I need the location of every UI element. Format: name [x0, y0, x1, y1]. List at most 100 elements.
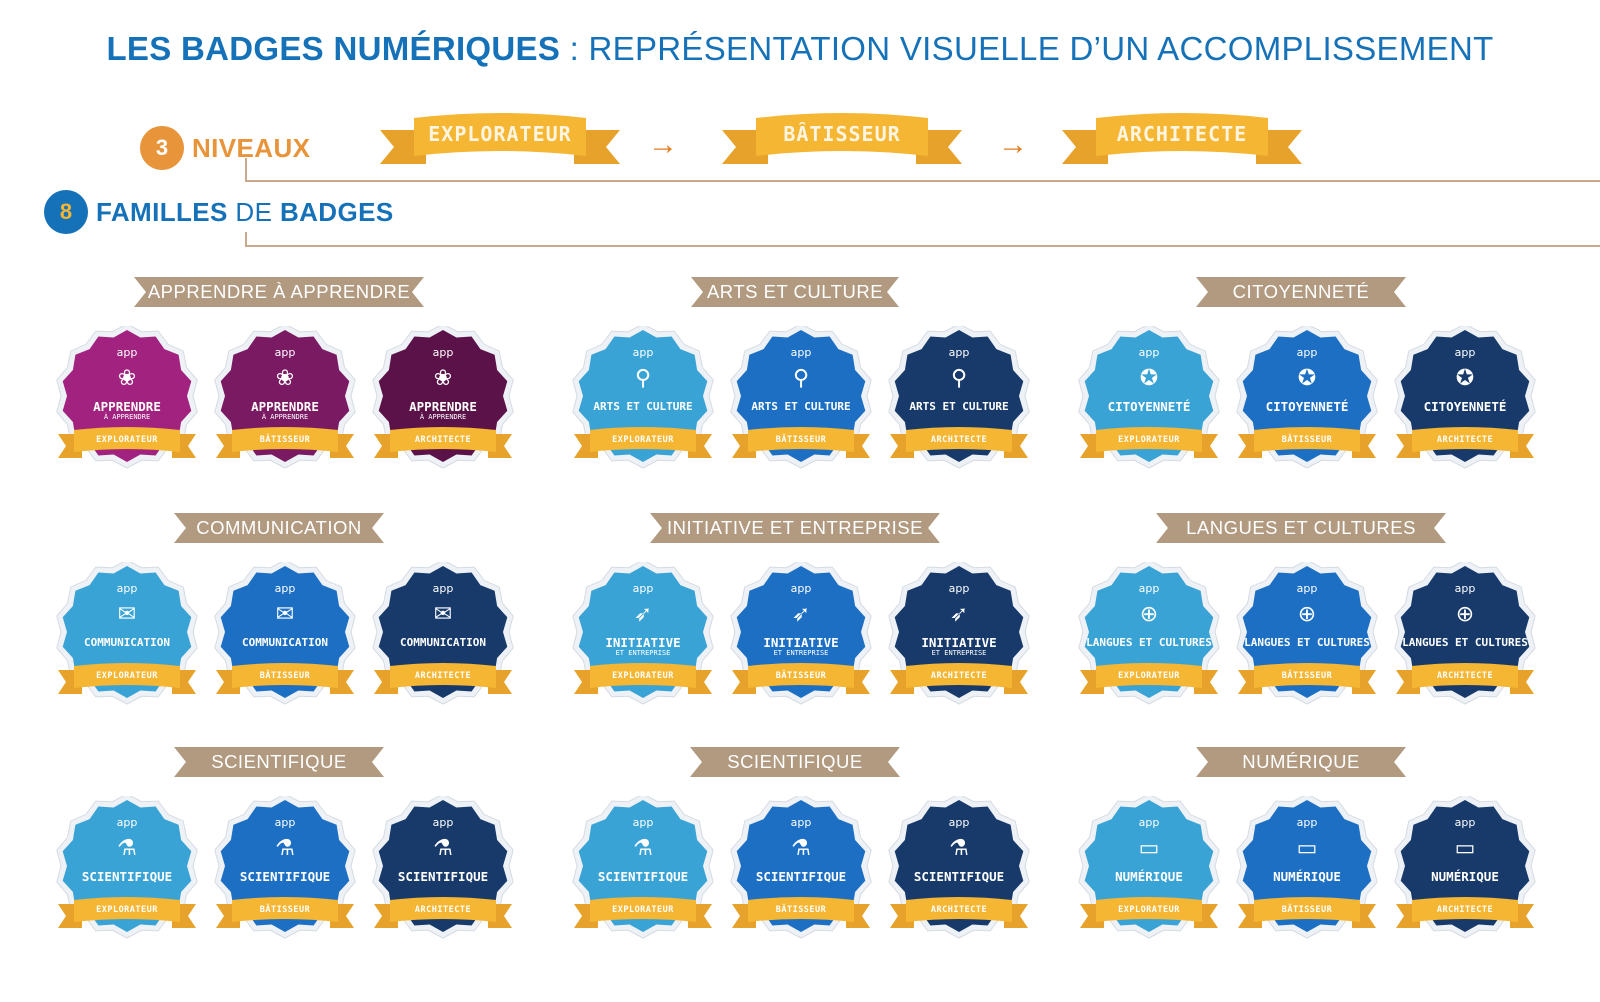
- badge-name-sub: ET ENTREPRISE: [615, 649, 671, 657]
- brain-icon: ❀: [117, 365, 137, 390]
- flask-icon: ⚗: [433, 835, 453, 860]
- badge-name: CITOYENNETÉ: [1240, 400, 1374, 413]
- badge-name-main: NUMÉRIQUE: [1431, 869, 1499, 884]
- app-logo: app: [632, 816, 654, 829]
- badge-shape: [1236, 326, 1378, 469]
- badge-level-label: BÂTISSEUR: [775, 435, 827, 445]
- badge-level-label: ARCHITECTE: [930, 435, 988, 445]
- badge-name-main: SCIENTIFIQUE: [755, 869, 847, 884]
- badge-name-sub: À APPRENDRE: [261, 413, 309, 421]
- badge-shape: [888, 796, 1030, 939]
- arrow-right-icon: →: [648, 128, 678, 161]
- badge-shape: [372, 562, 514, 705]
- badge-name-main: LANGUES ET CULTURES: [1244, 636, 1370, 649]
- badge-name-main: LANGUES ET CULTURES: [1086, 636, 1212, 649]
- ribbon-shape: [1062, 113, 1302, 164]
- globe-icon: ⊕: [1139, 601, 1159, 626]
- vitruvian-man-icon: ⚲: [634, 365, 652, 390]
- app-logo: app: [1454, 582, 1476, 595]
- badge-flask-level-2: app ⚗ SCIENTIFIQUE BÂTISSEUR: [726, 796, 876, 946]
- badge-level-label: EXPLORATEUR: [612, 905, 674, 915]
- people-circle-icon: ✪: [1139, 365, 1159, 390]
- badge-name-main: INITIATIVE: [921, 635, 997, 650]
- level-banner-3: ARCHITECTE: [1062, 106, 1302, 176]
- badge-name: NUMÉRIQUE: [1398, 870, 1532, 883]
- badge-level-label: EXPLORATEUR: [1118, 435, 1180, 445]
- badge-name-main: INITIATIVE: [763, 635, 839, 650]
- badge-brain-level-1: app ❀ APPRENDRE À APPRENDRE EXPLORATEUR: [52, 326, 202, 476]
- families-label-part2: DE: [227, 196, 280, 227]
- badge-name: COMMUNICATION: [218, 636, 352, 649]
- badge-brain-level-3: app ❀ APPRENDRE À APPRENDRE ARCHITECTE: [368, 326, 518, 476]
- family-title: INITIATIVE ET ENTREPRISE: [667, 517, 923, 538]
- family-title: CITOYENNETÉ: [1232, 281, 1370, 302]
- badge-name: NUMÉRIQUE: [1082, 870, 1216, 883]
- vitruvian-man-icon: ⚲: [950, 365, 968, 390]
- app-logo: app: [116, 816, 138, 829]
- app-logo: app: [274, 346, 296, 359]
- badge-name: LANGUES ET CULTURES: [1240, 636, 1374, 649]
- family-title-tag: APPRENDRE À APPRENDRE: [134, 275, 424, 309]
- speech-bubbles-icon: ✉: [117, 601, 137, 626]
- badge-name-sub: À APPRENDRE: [419, 413, 467, 421]
- badge-name: CITOYENNETÉ: [1398, 400, 1532, 413]
- badge-shape: [572, 796, 714, 939]
- badge-shape: [214, 326, 356, 469]
- computer-icon: ▭: [1454, 835, 1476, 860]
- families-number-circle: 8: [44, 190, 88, 234]
- level-banner-1: EXPLORATEUR: [380, 106, 620, 176]
- page-title: LES BADGES NUMÉRIQUES : REPRÉSENTATION V…: [0, 30, 1600, 68]
- badge-shape: [56, 326, 198, 469]
- family-title: COMMUNICATION: [196, 517, 362, 538]
- badge-name: NUMÉRIQUE: [1240, 870, 1374, 883]
- badge-shape: [56, 562, 198, 705]
- flask-icon: ⚗: [117, 835, 137, 860]
- families-label: FAMILLES DE BADGES: [96, 197, 394, 228]
- badge-name-main: COMMUNICATION: [399, 636, 487, 649]
- badge-name-main: INITIATIVE: [605, 635, 681, 650]
- levels-bracket-vertical: [245, 158, 247, 181]
- badge-name-sub: ET ENTREPRISE: [773, 649, 829, 657]
- badge-shape: [1078, 326, 1220, 469]
- brain-icon: ❀: [433, 365, 453, 390]
- badge-shape: [572, 326, 714, 469]
- badge-name: APPRENDRE À APPRENDRE: [60, 400, 194, 422]
- app-logo: app: [948, 816, 970, 829]
- badge-name: SCIENTIFIQUE: [218, 870, 352, 883]
- badge-computer-level-1: app ▭ NUMÉRIQUE EXPLORATEUR: [1074, 796, 1224, 946]
- badge-level-label: ARCHITECTE: [1436, 905, 1494, 915]
- flask-icon: ⚗: [633, 835, 653, 860]
- badge-flask-level-2: app ⚗ SCIENTIFIQUE BÂTISSEUR: [210, 796, 360, 946]
- family-title-tag: CITOYENNETÉ: [1196, 275, 1406, 309]
- badge-shape: [1236, 796, 1378, 939]
- badge-shape: [1394, 326, 1536, 469]
- rocket-icon: ➶: [791, 601, 811, 626]
- badge-name: LANGUES ET CULTURES: [1398, 636, 1532, 649]
- family-title-tag: ARTS ET CULTURE: [691, 275, 899, 309]
- badge-level-label: ARCHITECTE: [930, 671, 988, 681]
- badge-level-label: ARCHITECTE: [930, 905, 988, 915]
- flask-icon: ⚗: [275, 835, 295, 860]
- badge-shape: [1236, 562, 1378, 705]
- title-rest: : REPRÉSENTATION VISUELLE D’UN ACCOMPLIS…: [560, 30, 1494, 67]
- badge-globe-level-2: app ⊕ LANGUES ET CULTURES BÂTISSEUR: [1232, 562, 1382, 712]
- app-logo: app: [1454, 346, 1476, 359]
- computer-icon: ▭: [1296, 835, 1318, 860]
- badge-name-sub: ET ENTREPRISE: [931, 649, 987, 657]
- levels-label: NIVEAUX: [192, 132, 311, 163]
- badge-shape: [730, 562, 872, 705]
- badge-name: ARTS ET CULTURE: [576, 400, 710, 413]
- speech-bubbles-icon: ✉: [433, 601, 453, 626]
- levels-heading: 3 NIVEAUX: [140, 126, 310, 170]
- badge-computer-level-3: app ▭ NUMÉRIQUE ARCHITECTE: [1390, 796, 1540, 946]
- badge-level-label: EXPLORATEUR: [96, 905, 158, 915]
- badge-level-label: EXPLORATEUR: [1118, 905, 1180, 915]
- family-title-tag: COMMUNICATION: [174, 511, 384, 545]
- badge-shape: [572, 562, 714, 705]
- badge-name: LANGUES ET CULTURES: [1082, 636, 1216, 649]
- badge-name-main: SCIENTIFIQUE: [239, 869, 331, 884]
- badge-shape: [214, 796, 356, 939]
- badge-name-main: APPRENDRE: [409, 399, 477, 414]
- app-logo: app: [1454, 816, 1476, 829]
- app-logo: app: [1296, 816, 1318, 829]
